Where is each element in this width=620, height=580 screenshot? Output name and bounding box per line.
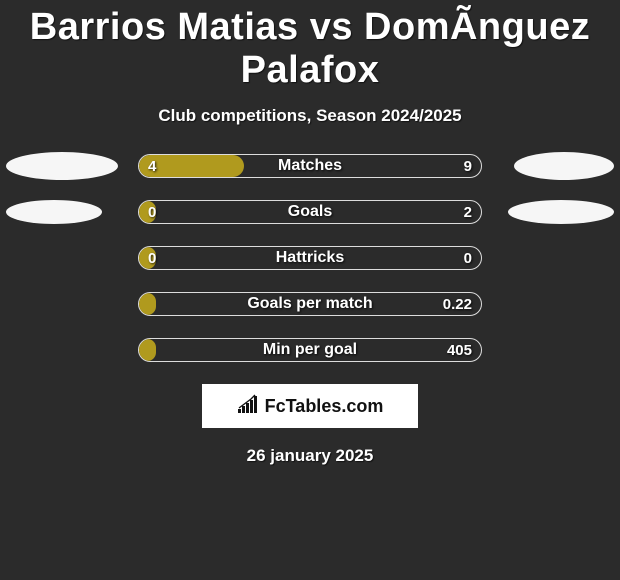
bar-fill — [139, 339, 156, 361]
bar-track — [138, 246, 482, 270]
bar-track — [138, 154, 482, 178]
stat-row: Goals02 — [0, 200, 620, 224]
player-right-ellipse — [514, 152, 614, 180]
player-left-ellipse — [6, 152, 118, 180]
bar-track — [138, 200, 482, 224]
bar-fill — [139, 293, 156, 315]
subtitle: Club competitions, Season 2024/2025 — [0, 106, 620, 126]
stat-row: Goals per match0.22 — [0, 292, 620, 316]
bar-track — [138, 338, 482, 362]
stat-row: Matches49 — [0, 154, 620, 178]
player-right-ellipse — [508, 200, 614, 224]
bar-track — [138, 292, 482, 316]
bar-fill — [139, 247, 156, 269]
stat-row: Hattricks00 — [0, 246, 620, 270]
bar-fill — [139, 155, 244, 177]
player-left-ellipse — [6, 200, 102, 224]
bars-icon — [237, 394, 261, 419]
bar-fill — [139, 201, 156, 223]
date-line: 26 january 2025 — [0, 446, 620, 466]
logo-text: FcTables.com — [265, 396, 384, 417]
logo-box: FcTables.com — [202, 384, 418, 428]
comparison-chart: Matches49 Goals02 Hattricks00 Goals per mat… — [0, 154, 620, 362]
stat-row: Min per goal405 — [0, 338, 620, 362]
page-title: Barrios Matias vs DomÃ­nguez Palafox — [0, 0, 620, 92]
